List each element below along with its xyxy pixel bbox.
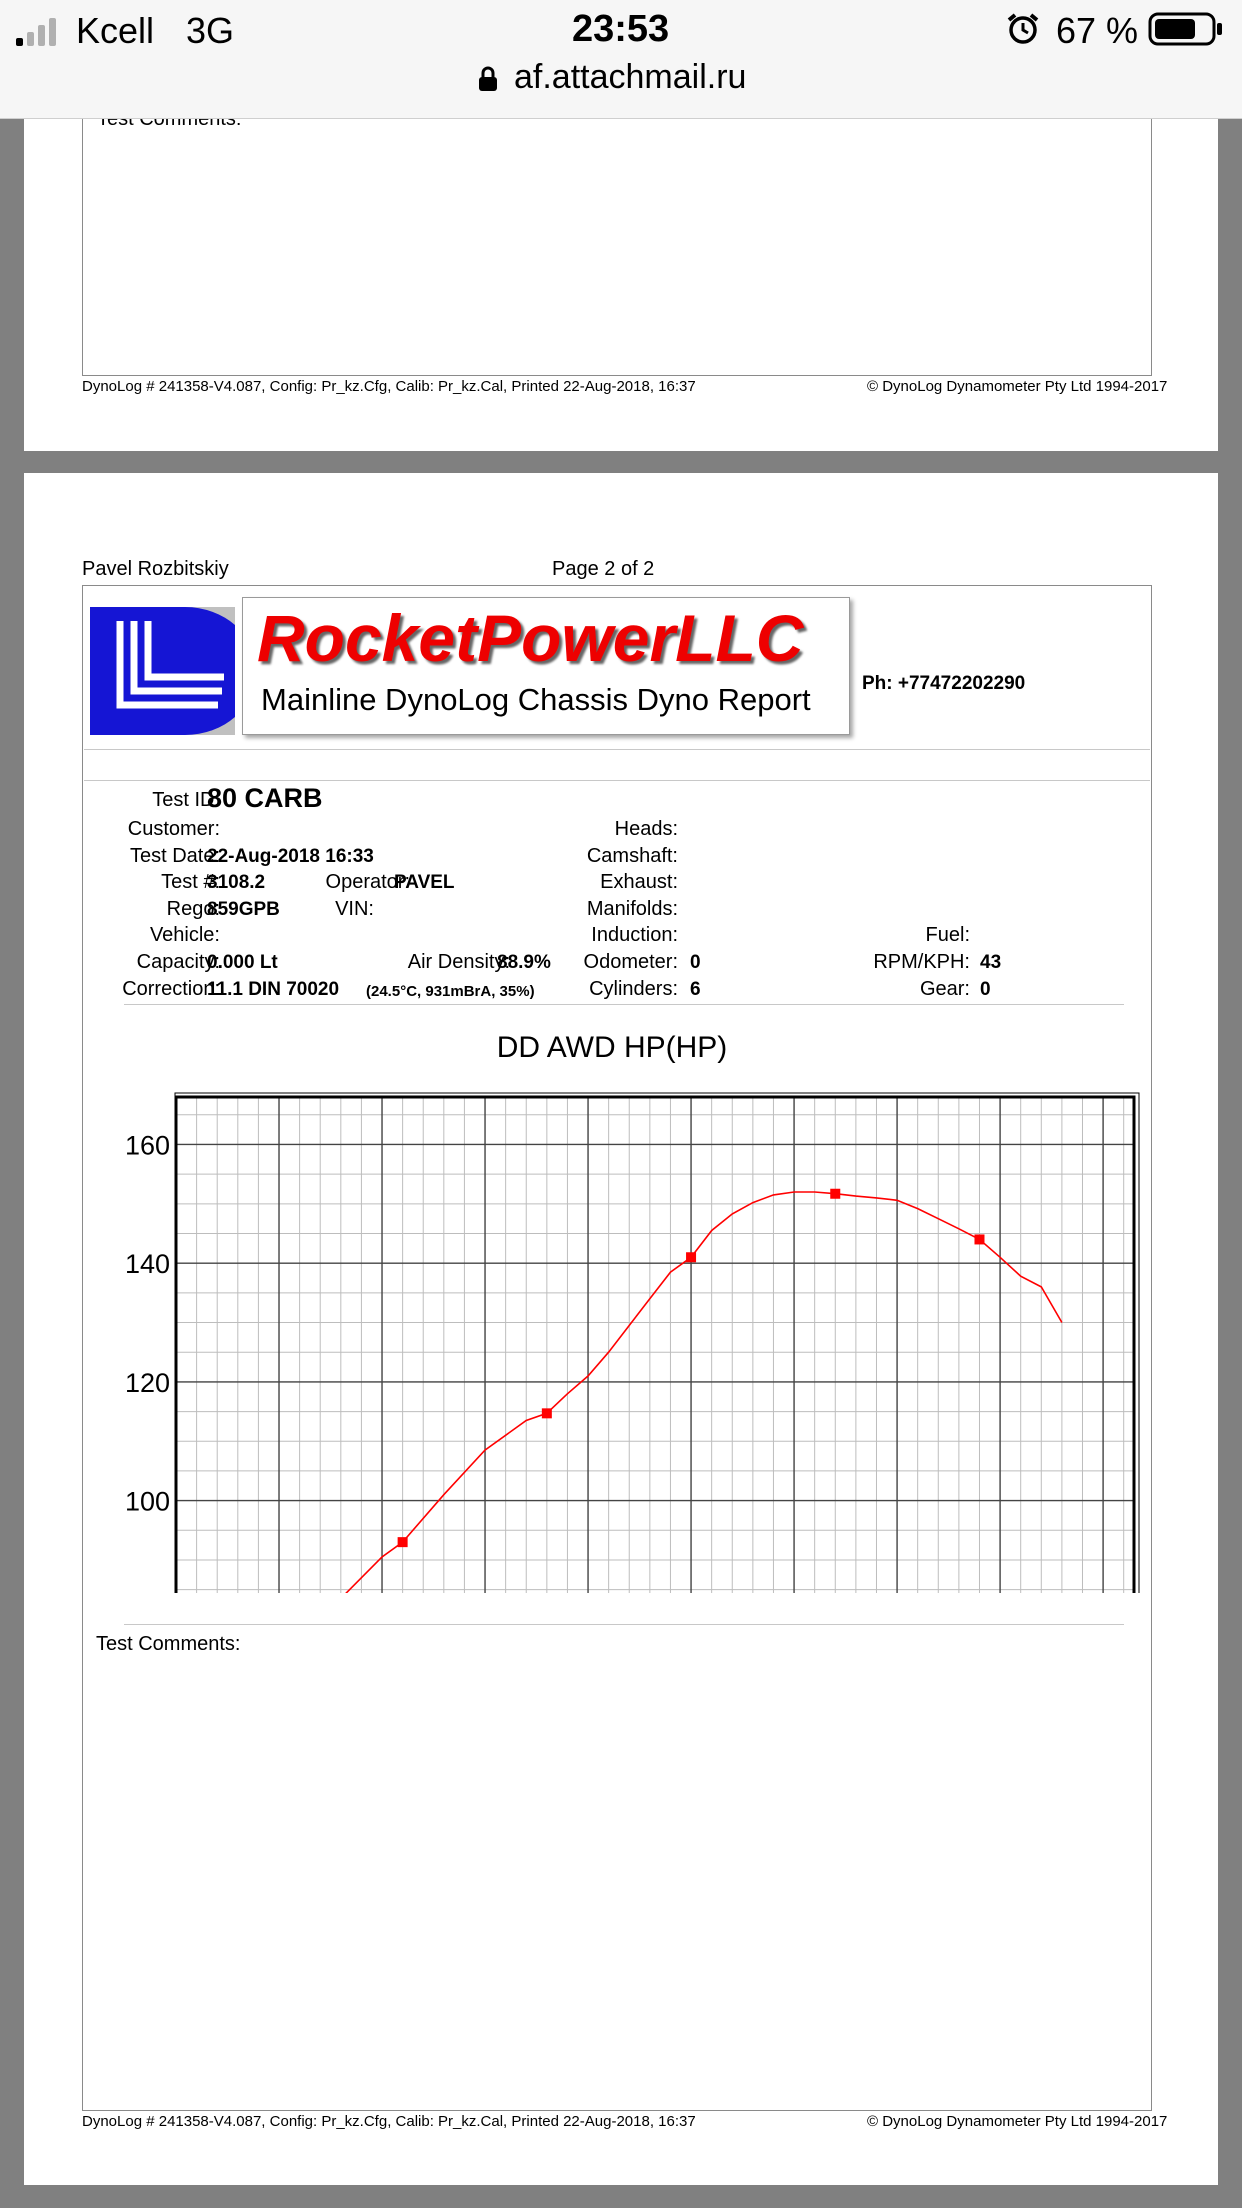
vin-label: VIN: — [335, 898, 374, 920]
air-density-label: Air Density: — [407, 951, 510, 973]
customer-label: Customer: — [127, 818, 220, 840]
odometer-label: Odometer: — [583, 951, 678, 973]
battery-percent: 67 % — [1056, 10, 1139, 51]
correction-value: 11.1 DIN 70020 — [207, 979, 340, 1000]
page-indicator: Page 2 of 2 — [552, 558, 655, 580]
page-2: Pavel Rozbitskiy Page 2 of 2 RocketPower… — [24, 473, 1218, 2185]
footer-left: DynoLog # 241358-V4.087, Config: Pr_kz.C… — [82, 2113, 696, 2130]
clock: 23:53 — [572, 8, 670, 50]
rpm-kph-label: RPM/KPH: — [873, 951, 970, 973]
power-chart: DD AWD HP(HP)608010012014016030130040174… — [125, 1031, 1140, 1593]
signal-icon — [16, 16, 68, 46]
y-tick-label: 160 — [125, 1130, 170, 1160]
gear-label: Gear: — [919, 978, 970, 1000]
chart-title: DD AWD HP(HP) — [497, 1031, 728, 1064]
footer-right: © DynoLog Dynamometer Pty Ltd 1994-2017 — [867, 378, 1168, 395]
header-divider-1 — [84, 749, 1150, 750]
footer-left: DynoLog # 241358-V4.087, Config: Pr_kz.C… — [82, 378, 696, 395]
capacity-value: 0.000 Lt — [207, 952, 278, 973]
network-type: 3G — [186, 10, 235, 51]
y-tick-label: 120 — [125, 1368, 170, 1398]
y-tick-label: 100 — [125, 1487, 170, 1517]
cylinders-label: Cylinders: — [589, 978, 678, 1000]
rego-label: Rego: — [166, 898, 220, 920]
manifolds-label: Manifolds: — [586, 898, 678, 920]
fuel-label: Fuel: — [925, 924, 970, 946]
camshaft-label: Camshaft: — [586, 845, 678, 867]
vehicle-label: Vehicle: — [149, 924, 220, 946]
rpm-kph-value: 43 — [980, 952, 1002, 973]
brand-name: RocketPowerLLC — [257, 601, 804, 675]
phone-number: Ph: +77472202290 — [862, 673, 1026, 694]
y-tick-label: 140 — [125, 1249, 170, 1279]
data-point-marker — [974, 1234, 985, 1245]
test-id-value: 80 CARB — [207, 783, 323, 813]
conditions-value: (24.5°C, 931mBrA, 35%) — [366, 983, 535, 1000]
address-url[interactable]: af.attachmail.ru — [514, 58, 747, 96]
brand-box: RocketPowerLLC Mainline DynoLog Chassis … — [242, 597, 850, 735]
air-density-value: 88.9% — [497, 952, 551, 973]
rego-value: 859GPB — [207, 899, 280, 920]
operator-value: PAVEL — [394, 872, 455, 893]
report-frame — [82, 585, 1152, 2111]
comments-label: Test Comments: — [96, 1633, 241, 1655]
cylinders-value: 6 — [690, 979, 701, 1000]
data-point-marker — [686, 1252, 697, 1263]
test-number-value: 3108.2 — [207, 872, 266, 893]
capacity-label: Capacity: — [136, 951, 220, 973]
exhaust-label: Exhaust: — [600, 871, 678, 893]
test-id-label: Test ID: — [152, 789, 220, 811]
header-divider-2 — [84, 780, 1150, 781]
plot-frame-outer — [174, 1092, 1140, 1593]
gear-value: 0 — [980, 979, 991, 1000]
data-point-marker — [830, 1188, 841, 1199]
alarm-icon — [1006, 12, 1040, 46]
heads-label: Heads: — [614, 818, 678, 840]
status-bar: Kcell 3G 23:53 67 % af.attachmail.ru — [0, 0, 1242, 119]
info-divider — [124, 1004, 1124, 1005]
operator-name: Pavel Rozbitskiy — [82, 558, 229, 580]
footer-right: © DynoLog Dynamometer Pty Ltd 1994-2017 — [867, 2113, 1168, 2130]
carrier-label: Kcell — [76, 10, 155, 51]
induction-label: Induction: — [591, 924, 678, 946]
test-number-label: Test #: — [161, 871, 220, 893]
plot-frame — [174, 1095, 1136, 1593]
battery-icon — [1148, 12, 1224, 48]
dynolog-logo — [90, 607, 235, 735]
power-curve-line — [345, 1191, 1063, 1593]
test-date-value: 22-Aug-2018 16:33 — [207, 846, 374, 867]
odometer-value: 0 — [690, 952, 701, 973]
correction-label: Correction: — [122, 978, 220, 1000]
chart-divider — [124, 1624, 1124, 1625]
lock-icon — [478, 66, 498, 92]
data-point-marker — [541, 1408, 552, 1419]
report-title: Mainline DynoLog Chassis Dyno Report — [261, 682, 811, 717]
operator-label: Operator: — [325, 871, 410, 893]
data-point-marker — [397, 1537, 408, 1548]
test-date-label: Test Date: — [129, 845, 220, 867]
